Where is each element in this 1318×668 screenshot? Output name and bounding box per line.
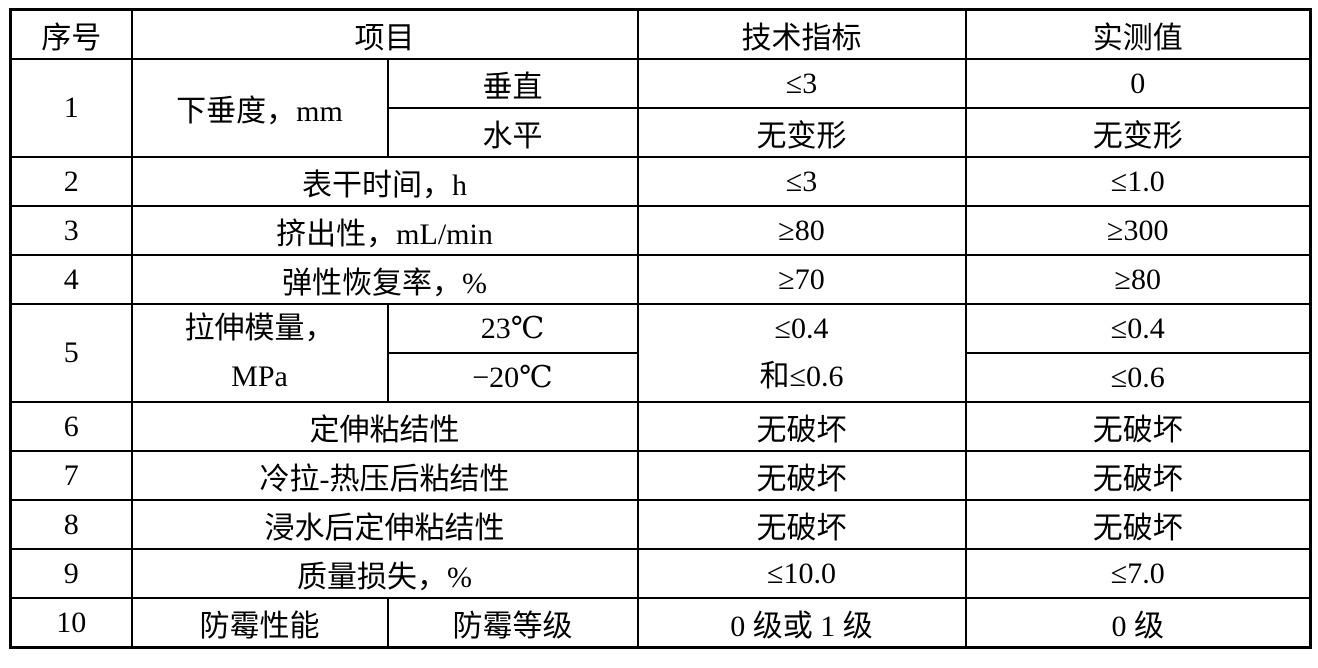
cell-r6-no: 6 (9, 401, 133, 452)
cell-r8-item: 浸水后定伸粘结性 (130, 499, 639, 550)
cell-r7-no: 7 (9, 450, 133, 501)
cell-r10-spec: 0 级或 1 级 (636, 597, 967, 649)
cell-r3-no: 3 (9, 205, 133, 256)
cell-r3-spec: ≥80 (636, 205, 967, 256)
col-header-item: 项目 (130, 8, 639, 60)
cell-r2-no: 2 (9, 156, 133, 207)
cell-r5-sub2-measured: ≤0.6 (964, 352, 1312, 403)
table-row-2: 2 表干时间，h ≤3 ≤1.0 (9, 156, 1312, 207)
table-row-5a: 5 拉伸模量， MPa 23℃ ≤0.4 和≤0.6 ≤0.4 (9, 303, 1312, 403)
cell-r2-measured: ≤1.0 (964, 156, 1312, 207)
cell-r1-sub1-measured: 0 (964, 58, 1312, 109)
table-row-1b: 水平 无变形 无变形 (11, 107, 1312, 158)
table-row-3: 3 挤出性，mL/min ≥80 ≥300 (9, 205, 1312, 256)
cell-r8-no: 8 (9, 499, 133, 550)
cell-r6-item: 定伸粘结性 (130, 401, 639, 452)
cell-r7-spec: 无破坏 (636, 450, 967, 501)
cell-r1-no: 1 (9, 58, 133, 158)
cell-r6-measured: 无破坏 (964, 401, 1312, 452)
cell-r5-item-line2: MPa (231, 360, 288, 393)
cell-r8-measured: 无破坏 (964, 499, 1312, 550)
cell-r10-no: 10 (9, 597, 133, 649)
cell-r1-sub1-spec: ≤3 (636, 58, 967, 109)
cell-r9-spec: ≤10.0 (636, 548, 967, 599)
cell-r1-sub1-label: 垂直 (386, 58, 639, 109)
cell-r10-item2: 防霉等级 (386, 597, 639, 649)
cell-r3-item: 挤出性，mL/min (130, 205, 639, 256)
table-row-6: 6 定伸粘结性 无破坏 无破坏 (9, 401, 1312, 452)
table-row-1a: 1 下垂度，mm 垂直 ≤3 0 (9, 58, 1312, 158)
cell-r10-measured: 0 级 (964, 597, 1312, 649)
cell-r7-measured: 无破坏 (964, 450, 1312, 501)
cell-r7-item: 冷拉-热压后粘结性 (130, 450, 639, 501)
cell-r1-sub2-label: 水平 (386, 107, 639, 158)
cell-r5-spec: ≤0.4 和≤0.6 (636, 303, 967, 403)
table-row-4: 4 弹性恢复率，% ≥70 ≥80 (9, 254, 1312, 305)
cell-r2-item: 表干时间，h (130, 156, 639, 207)
cell-r5-spec-line1: ≤0.4 (774, 312, 829, 345)
table-row-10: 10 防霉性能 防霉等级 0 级或 1 级 0 级 (9, 597, 1312, 649)
cell-r4-item: 弹性恢复率，% (130, 254, 639, 305)
cell-r2-spec: ≤3 (636, 156, 967, 207)
cell-r5-sub1-label: 23℃ (386, 303, 639, 354)
cell-r5-item: 拉伸模量， MPa (130, 303, 389, 403)
cell-r9-item: 质量损失，% (130, 548, 639, 599)
cell-r5-item-line1: 拉伸模量， (184, 312, 335, 345)
cell-r3-measured: ≥300 (964, 205, 1312, 256)
table-row-8: 8 浸水后定伸粘结性 无破坏 无破坏 (9, 499, 1312, 550)
cell-r4-no: 4 (9, 254, 133, 305)
col-header-no: 序号 (9, 8, 133, 60)
cell-r1-sub2-spec: 无变形 (636, 107, 967, 158)
table-row-9: 9 质量损失，% ≤10.0 ≤7.0 (9, 548, 1312, 599)
cell-r9-no: 9 (9, 548, 133, 599)
cell-r4-measured: ≥80 (964, 254, 1312, 305)
cell-r8-spec: 无破坏 (636, 499, 967, 550)
col-header-measured: 实测值 (964, 8, 1312, 60)
cell-r5-sub1-measured: ≤0.4 (964, 303, 1312, 354)
cell-r4-spec: ≥70 (636, 254, 967, 305)
cell-r10-item1: 防霉性能 (130, 597, 389, 649)
cell-r1-item: 下垂度，mm (130, 58, 389, 158)
cell-r9-measured: ≤7.0 (964, 548, 1312, 599)
table-row-5b: −20℃ ≤0.6 (11, 352, 1312, 403)
header-row: 序号 项目 技术指标 实测值 (9, 8, 1312, 60)
cell-r5-sub2-label: −20℃ (386, 352, 639, 403)
cell-r5-spec-line2: 和≤0.6 (759, 360, 844, 393)
cell-r5-no: 5 (9, 303, 133, 403)
cell-r6-spec: 无破坏 (636, 401, 967, 452)
cell-r1-sub2-measured: 无变形 (964, 107, 1312, 158)
spec-table: 序号 项目 技术指标 实测值 1 下垂度，mm 垂直 ≤3 0 水平 无变形 无… (9, 8, 1312, 649)
table-row-7: 7 冷拉-热压后粘结性 无破坏 无破坏 (9, 450, 1312, 501)
col-header-spec: 技术指标 (636, 8, 967, 60)
